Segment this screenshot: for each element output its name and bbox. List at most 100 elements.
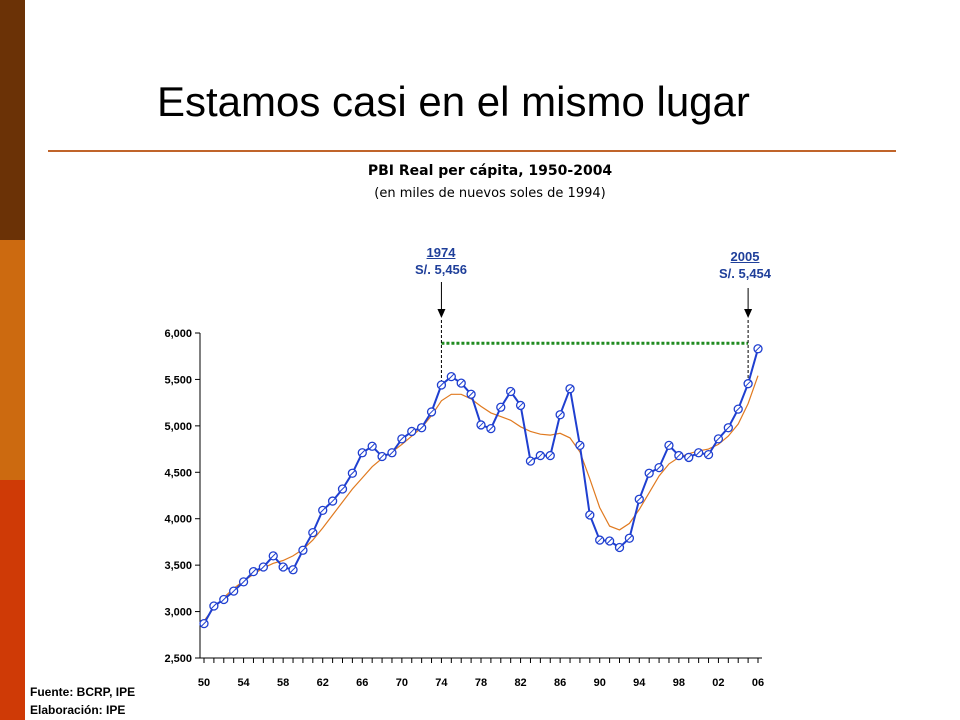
data-point-mark — [369, 443, 376, 450]
actual-series — [199, 344, 763, 629]
data-point-mark — [280, 564, 286, 570]
x-tick-label: 78 — [475, 677, 487, 689]
x-tick-label: 94 — [633, 677, 646, 689]
data-point-mark — [586, 512, 593, 518]
footer: Fuente: BCRP, IPE Elaboración: IPE — [30, 683, 135, 719]
chart-axes: 2,500 3,000 3,500 4,000 4,500 5,000 5,500 6,000… — [164, 328, 764, 689]
x-tick-label: 66 — [356, 677, 368, 689]
annotation-arrowhead — [437, 309, 446, 318]
data-point-mark — [260, 564, 267, 570]
x-tick-label: 98 — [673, 677, 685, 689]
x-tick-label: 86 — [554, 677, 566, 689]
data-point-mark — [596, 537, 603, 543]
data-point-mark — [537, 452, 544, 459]
data-point-mark — [666, 442, 672, 449]
data-point-mark — [567, 385, 573, 392]
data-point-mark — [478, 422, 484, 428]
y-tick-label: 4,000 — [164, 514, 192, 526]
data-point-mark — [725, 424, 732, 431]
chart-title: PBI Real per cápita, 1950-2004 — [367, 163, 613, 179]
data-point-mark — [230, 588, 237, 594]
x-tick-label: 06 — [752, 677, 764, 689]
data-point-mark — [201, 620, 207, 627]
callout-2005-year: 2005 — [730, 249, 760, 264]
callout-1974: 1974 S/. 5,456 — [386, 244, 496, 278]
data-point-mark — [527, 458, 534, 464]
x-tick-label: 74 — [435, 677, 448, 689]
data-point-mark — [626, 535, 633, 542]
y-tick-label: 2,500 — [164, 653, 192, 665]
data-point-mark — [695, 449, 702, 456]
data-point-mark — [339, 486, 346, 492]
data-point-mark — [755, 345, 761, 352]
footer-prepared-by: Elaboración: IPE — [30, 703, 126, 717]
x-tick-label: 62 — [317, 677, 329, 689]
data-point-mark — [389, 449, 395, 456]
data-point-mark — [636, 496, 643, 503]
annotation-arrowhead — [744, 309, 753, 318]
chart-subtitle: (en miles de nuevos soles de 1994) — [374, 186, 606, 201]
data-point-mark — [329, 498, 336, 504]
data-point-mark — [418, 424, 425, 431]
data-point-mark — [715, 436, 722, 442]
sidebar-band-red — [0, 480, 25, 720]
data-point-mark — [685, 454, 692, 461]
y-tick-label: 3,000 — [164, 607, 192, 619]
x-tick-label: 02 — [712, 677, 724, 689]
data-point-mark — [448, 373, 455, 380]
chart-annotations — [437, 282, 753, 385]
data-point-mark — [656, 464, 662, 471]
data-point-mark — [211, 603, 217, 609]
data-point-mark — [676, 452, 682, 459]
data-point-mark — [319, 507, 326, 514]
data-point-mark — [646, 470, 653, 477]
sidebar-band-orange — [0, 240, 25, 480]
y-tick-label: 3,500 — [164, 560, 192, 572]
y-tick-label: 5,000 — [164, 421, 192, 433]
data-point-mark — [220, 596, 227, 603]
sidebar-band-brown — [0, 0, 25, 240]
data-point-mark — [488, 425, 494, 432]
callout-2005: 2005 S/. 5,454 — [690, 248, 800, 282]
data-point-mark — [428, 409, 435, 415]
data-point-mark — [379, 453, 385, 460]
actual-series-line — [203, 348, 759, 625]
data-point-mark — [735, 406, 742, 412]
data-point-mark — [577, 442, 583, 449]
data-point-mark — [468, 391, 474, 398]
data-point-mark — [745, 380, 751, 387]
data-point-mark — [399, 436, 405, 442]
x-tick-label: 58 — [277, 677, 289, 689]
x-tick-label: 90 — [594, 677, 606, 689]
trend-series — [203, 375, 759, 622]
data-point-mark — [359, 449, 366, 456]
x-tick-label: 70 — [396, 677, 408, 689]
data-point-mark — [497, 404, 504, 411]
data-point-mark — [309, 529, 316, 536]
data-point-mark — [300, 547, 306, 554]
data-point-mark — [408, 428, 415, 435]
title-divider — [48, 150, 896, 152]
data-point-mark — [507, 388, 514, 395]
data-point-mark — [547, 452, 554, 459]
decorative-sidebar — [0, 0, 25, 720]
data-point-mark — [557, 411, 563, 418]
callout-1974-year: 1974 — [426, 245, 456, 260]
data-point-mark — [606, 538, 613, 544]
x-tick-label: 82 — [514, 677, 526, 689]
data-point-mark — [616, 544, 623, 551]
x-tick-label: 50 — [198, 677, 210, 689]
trend-series-line — [203, 375, 759, 622]
data-point-mark — [438, 382, 445, 388]
footer-source: Fuente: BCRP, IPE — [30, 685, 136, 699]
x-tick-label: 54 — [237, 677, 250, 689]
data-point-mark — [250, 568, 257, 575]
data-point-mark — [349, 470, 356, 477]
data-point-mark — [270, 553, 277, 559]
y-tick-label: 4,500 — [164, 467, 192, 479]
data-point-mark — [458, 380, 465, 386]
callout-2005-value: S/. 5,454 — [718, 266, 772, 281]
slide-title: Estamos casi en el mismo lugar — [157, 78, 750, 125]
data-point-mark — [240, 579, 247, 585]
